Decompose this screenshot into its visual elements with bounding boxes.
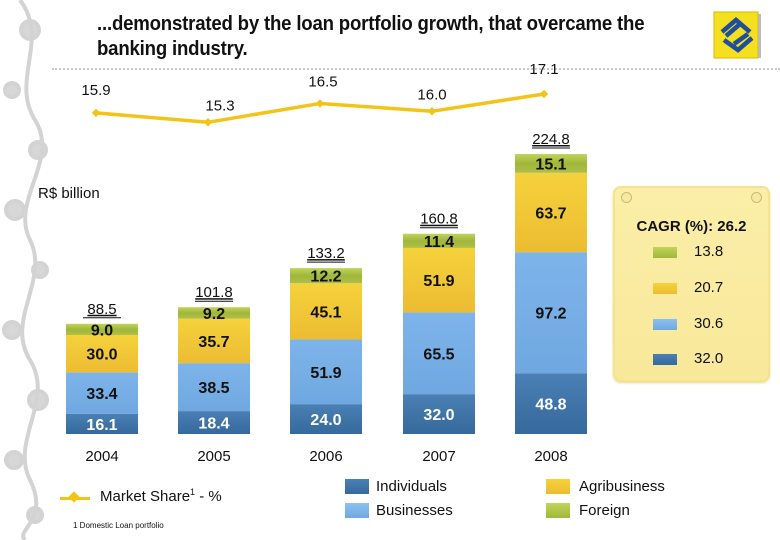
x-tick-label-2007: 2007 xyxy=(422,448,455,465)
x-tick-label-2005: 2005 xyxy=(197,448,230,465)
data-label-agribusiness-2005: 35.7 xyxy=(198,334,229,351)
bar-segment-individuals-2008 xyxy=(515,373,587,434)
x-tick-label-2004: 2004 xyxy=(85,448,118,465)
footnote: 1 Domestic Loan portfolio xyxy=(73,521,164,530)
total-label-2004: 88.5 xyxy=(87,301,116,318)
bar-segment-foreign-2005 xyxy=(178,307,250,319)
total-label-2008: 224.8 xyxy=(532,131,570,148)
legend-swatch-foreign xyxy=(546,503,570,518)
bar-segment-agribusiness-2004 xyxy=(66,334,138,373)
data-label-foreign-2005: 9.2 xyxy=(203,306,225,323)
bar-segment-individuals-2006 xyxy=(290,404,362,434)
market-share-point-2007 xyxy=(427,107,437,116)
legend-label-agribusiness: Agribusiness xyxy=(579,478,665,495)
cagr-value-individuals: 32.0 xyxy=(694,350,724,367)
floral-decoration xyxy=(2,0,49,540)
cagr-swatch-businesses xyxy=(653,319,677,330)
market-share-label: Market Share1 - % xyxy=(100,487,222,505)
x-tick-label-2006: 2006 xyxy=(309,448,342,465)
data-label-agribusiness-2008: 63.7 xyxy=(535,205,566,222)
data-label-agribusiness-2006: 45.1 xyxy=(310,304,341,321)
legend-swatch-businesses xyxy=(345,503,369,518)
cagr-swatch-individuals xyxy=(653,354,677,365)
legend-label-foreign: Foreign xyxy=(579,502,630,519)
market-share-point-2004 xyxy=(91,108,101,118)
screw-icon xyxy=(751,192,762,203)
cagr-swatch-agribusiness xyxy=(653,283,677,294)
market-share-point-2006 xyxy=(315,99,325,108)
data-label-foreign-2006: 12.2 xyxy=(310,269,341,286)
banco-do-brasil-logo-icon xyxy=(713,11,761,59)
data-label-individuals-2005: 18.4 xyxy=(198,416,229,433)
data-label-agribusiness-2004: 30.0 xyxy=(86,347,117,364)
bar-segment-foreign-2006 xyxy=(290,268,362,284)
market-share-label-2006: 16.5 xyxy=(308,73,337,90)
data-label-individuals-2006: 24.0 xyxy=(310,412,341,429)
slide-title: ...demonstrated by the loan portfolio gr… xyxy=(97,13,645,60)
bar-segment-businesses-2005 xyxy=(178,363,250,412)
total-label-2005: 101.8 xyxy=(195,284,233,301)
market-share-line xyxy=(95,92,545,125)
bar-segment-individuals-2004 xyxy=(66,413,138,434)
bar-segment-agribusiness-2005 xyxy=(178,318,250,364)
legend-swatch-individuals xyxy=(345,479,369,494)
bar-segment-foreign-2008 xyxy=(515,154,587,173)
data-label-individuals-2008: 48.8 xyxy=(535,397,566,414)
data-label-businesses-2004: 33.4 xyxy=(86,386,117,403)
data-label-individuals-2004: 16.1 xyxy=(86,417,117,434)
market-share-label-2007: 16.0 xyxy=(417,86,446,103)
market-share-label-2005: 15.3 xyxy=(205,97,234,114)
data-label-individuals-2007: 32.0 xyxy=(423,407,454,424)
x-tick-label-2008: 2008 xyxy=(534,448,567,465)
data-label-businesses-2006: 51.9 xyxy=(310,365,341,382)
unit-label: R$ billion xyxy=(38,185,100,202)
bar-segment-agribusiness-2007 xyxy=(403,247,475,313)
market-share-point-2005 xyxy=(203,118,213,127)
data-label-foreign-2004: 9.0 xyxy=(91,322,113,339)
screw-icon xyxy=(621,192,632,203)
data-label-foreign-2008: 15.1 xyxy=(535,156,566,173)
cagr-title: CAGR (%): 26.2 xyxy=(636,218,747,235)
data-label-businesses-2007: 65.5 xyxy=(423,346,454,363)
cagr-swatch-foreign xyxy=(653,247,677,258)
market-share-label-2008: 17.1 xyxy=(529,61,558,78)
bar-segment-businesses-2008 xyxy=(515,252,587,374)
data-label-businesses-2005: 38.5 xyxy=(198,380,229,397)
title-separator xyxy=(52,68,780,70)
cagr-value-foreign: 13.8 xyxy=(694,243,724,260)
bar-segment-individuals-2007 xyxy=(403,394,475,434)
bar-segment-businesses-2007 xyxy=(403,312,475,395)
bar-segment-agribusiness-2008 xyxy=(515,172,587,253)
cagr-value-agribusiness: 20.7 xyxy=(694,279,724,296)
total-label-2006: 133.2 xyxy=(307,245,345,262)
bar-segment-businesses-2004 xyxy=(66,372,138,414)
bar-segment-foreign-2004 xyxy=(66,323,138,335)
data-label-foreign-2007: 11.4 xyxy=(424,234,454,251)
legend-swatch-agribusiness xyxy=(546,479,570,494)
cagr-value-businesses: 30.6 xyxy=(694,315,724,332)
cagr-panel: CAGR (%): 26.2 13.8 20.7 30.6 32.0 xyxy=(613,186,770,382)
bar-segment-businesses-2006 xyxy=(290,339,362,405)
bar-segment-agribusiness-2006 xyxy=(290,283,362,340)
total-label-2007: 160.8 xyxy=(420,211,458,228)
legend-label-individuals: Individuals xyxy=(376,478,447,495)
legend-label-businesses: Businesses xyxy=(376,502,453,519)
data-label-businesses-2008: 97.2 xyxy=(535,306,566,323)
data-label-agribusiness-2007: 51.9 xyxy=(423,273,454,290)
market-share-point-2008 xyxy=(539,89,549,99)
bar-segment-individuals-2005 xyxy=(178,411,250,434)
bar-segment-foreign-2007 xyxy=(403,233,475,248)
market-share-label-2004: 15.9 xyxy=(81,82,110,99)
